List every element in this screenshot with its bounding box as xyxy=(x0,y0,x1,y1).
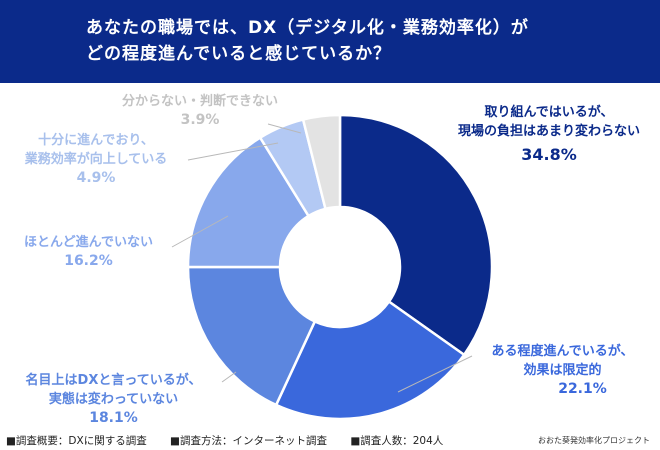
leader-line-somewhat xyxy=(397,355,473,393)
slice-label-nominal: 名目上はDXと言っているが、 実態は変わっていない 18.1% xyxy=(6,371,221,428)
title-line-1: あなたの職場では、DX（デジタル化・業務効率化）が xyxy=(86,18,529,38)
title-line-2: どの程度進んでいると感じているか？ xyxy=(86,44,392,64)
leader-line-unknown xyxy=(267,123,302,134)
slice-label-text: ある程度進んでいるが、 xyxy=(491,344,634,359)
project-credit: おおた葵発効率化プロジェクト xyxy=(538,436,650,445)
leader-line-notprogress xyxy=(171,215,229,248)
slice-label-text: 現場の負担はあまり変わらない xyxy=(457,124,640,139)
slice-notprogress xyxy=(186,135,311,269)
slice-label-burden: 取り組んではいるが、 現場の負担はあまり変わらない 34.8% xyxy=(436,103,660,164)
slice-label-somewhat: ある程度進んでいるが、 効果は限定的 22.1% xyxy=(470,342,655,399)
slice-label-sufficient: 十分に進んでおり、 業務効率が向上している 4.9% xyxy=(6,131,186,188)
slice-value: 34.8% xyxy=(521,145,577,164)
slice-label-text: 効果は限定的 xyxy=(523,363,602,378)
slice-burden xyxy=(338,113,494,357)
slice-label-text: 取り組んではいるが、 xyxy=(484,105,614,120)
survey-overview: ■調査概要：DXに関する調査 xyxy=(6,435,147,447)
slice-label-text: ほとんど進んでいない xyxy=(24,235,153,250)
leader-line-sufficient xyxy=(187,142,279,161)
slice-value: 22.1% xyxy=(558,381,607,397)
slice-label-text: 業務効率が向上している xyxy=(24,152,168,167)
slice-label-text: 十分に進んでおり、 xyxy=(38,133,154,148)
slice-label-notprogress: ほとんど進んでいない 16.2% xyxy=(6,233,171,271)
slice-nominal xyxy=(186,265,317,407)
chart-title: あなたの職場では、DX（デジタル化・業務効率化）が どの程度進んでいると感じてい… xyxy=(0,0,660,83)
slice-value: 4.9% xyxy=(76,170,116,186)
survey-footer: ■調査概要：DXに関する調査 ■調査方法：インターネット調査 ■調査人数：204… xyxy=(6,433,463,448)
leader-line-nominal xyxy=(221,371,237,383)
slice-label-unknown: 分からない・判断できない 3.9% xyxy=(103,92,297,130)
slice-value: 18.1% xyxy=(89,410,138,426)
slice-value: 3.9% xyxy=(180,112,220,128)
slice-unknown xyxy=(301,113,342,211)
survey-count: ■調査人数：204人 xyxy=(350,435,444,447)
slice-somewhat xyxy=(274,299,466,421)
slice-label-text: 実態は変わっていない xyxy=(48,392,179,407)
slice-value: 16.2% xyxy=(64,253,113,269)
survey-method: ■調査方法：インターネット調査 xyxy=(170,435,327,447)
slice-label-text: 名目上はDXと言っているが、 xyxy=(25,373,202,388)
slice-label-text: 分からない・判断できない xyxy=(121,94,278,109)
